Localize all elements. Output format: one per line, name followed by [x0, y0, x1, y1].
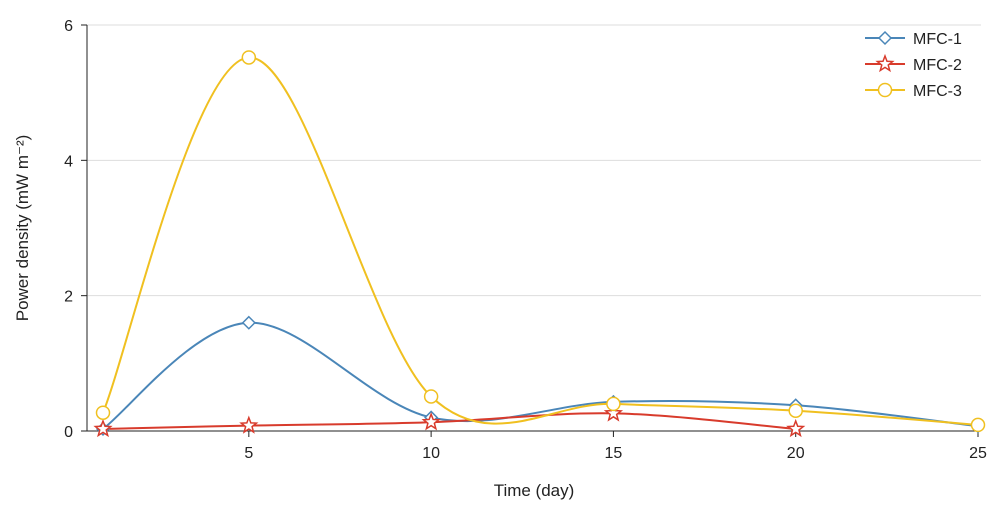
- gridlines: [87, 24, 981, 297]
- series-markers: [93, 50, 986, 438]
- legend-label: MFC-3: [913, 83, 962, 100]
- x-tick-label: 15: [605, 445, 623, 462]
- data-point-mfc-2: [93, 418, 113, 438]
- legend-entry-mfc-2: MFC-2: [865, 53, 962, 74]
- y-tick-label: 4: [64, 153, 73, 170]
- data-point-mfc-3: [970, 417, 986, 433]
- x-tick-label: 10: [422, 445, 440, 462]
- x-tick-label: 5: [244, 445, 253, 462]
- data-point-mfc-3: [788, 403, 803, 418]
- legend-label: MFC-1: [913, 31, 962, 48]
- series-line-mfc-3: [102, 56, 979, 426]
- y-tick-label: 0: [64, 424, 73, 441]
- data-point-mfc-1: [241, 315, 256, 330]
- data-point-mfc-2: [603, 403, 624, 422]
- series-lines: [102, 56, 979, 430]
- data-point-mfc-2: [786, 418, 806, 438]
- x-axis-title: Time (day): [494, 481, 575, 500]
- data-point-mfc-2: [239, 415, 259, 434]
- x-tick-label: 20: [787, 445, 805, 462]
- legend-marker: [877, 82, 893, 98]
- data-point-mfc-3: [95, 405, 111, 420]
- legend-entry-mfc-3: MFC-3: [865, 82, 962, 100]
- legend-marker: [875, 53, 895, 73]
- series-line-mfc-1: [102, 321, 979, 430]
- data-point-mfc-2: [421, 412, 441, 431]
- y-tick-label: 6: [64, 18, 73, 35]
- y-axis-title: Power density (mW m⁻²): [13, 135, 32, 322]
- ticks: 0 2 4 6 5 10 15 20 25: [64, 18, 987, 462]
- series-line-mfc-2: [102, 412, 796, 430]
- axes: [86, 25, 981, 432]
- y-tick-label: 2: [64, 289, 73, 306]
- data-point-mfc-3: [241, 50, 257, 65]
- data-point-mfc-3: [423, 389, 439, 404]
- legend-marker: [877, 30, 893, 46]
- x-tick-label: 25: [969, 445, 987, 462]
- legend: MFC-1 MFC-2 MFC-3: [865, 30, 962, 100]
- legend-label: MFC-2: [913, 57, 962, 74]
- legend-entry-mfc-1: MFC-1: [865, 30, 962, 48]
- data-point-mfc-3: [606, 396, 621, 412]
